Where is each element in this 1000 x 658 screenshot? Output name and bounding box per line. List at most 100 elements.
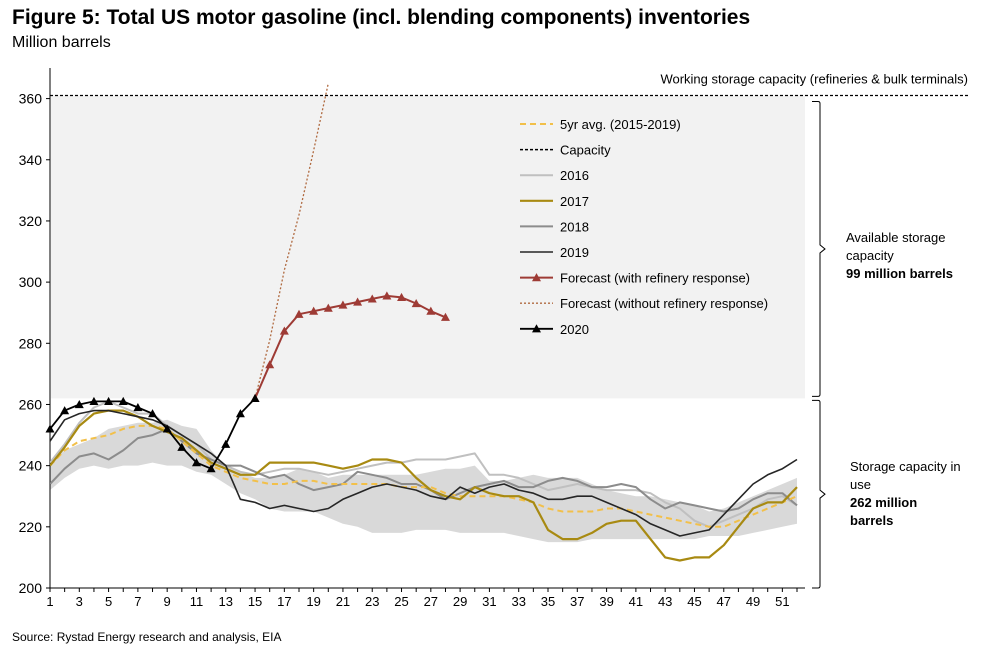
marker-s2020	[133, 403, 143, 412]
series-lines	[45, 83, 970, 562]
marker-s2020	[89, 396, 99, 406]
y-tick-label: 300	[19, 274, 43, 290]
y-tick-label: 280	[19, 335, 43, 351]
series-line-avg	[50, 424, 798, 528]
marker-s2020	[104, 396, 114, 406]
x-tick-label: 29	[453, 594, 467, 609]
legend: 5yr avg. (2015-2019) Capacity 2016 2017 2018…	[520, 117, 768, 337]
marker-forecast_ref	[338, 300, 348, 309]
marker-s2020	[45, 424, 55, 433]
available-bracket-text: Available storage	[846, 230, 946, 245]
in-use-bracket-text: Storage capacity in	[850, 459, 961, 474]
x-tick-label: 49	[746, 594, 760, 609]
in-use-bracket-value: 262 million	[850, 495, 917, 510]
legend-label-capacity: Capacity	[560, 143, 611, 158]
y-tick-label: 260	[19, 396, 43, 412]
legend-label-forecast_noref: Forecast (without refinery response)	[560, 296, 768, 311]
x-tick-label: 43	[658, 594, 672, 609]
series-line-s2019	[50, 409, 798, 537]
series-line-forecast_ref	[254, 294, 446, 399]
background-areas	[50, 95, 805, 543]
marker-forecast_ref	[397, 292, 407, 302]
x-tick-label: 23	[365, 594, 379, 609]
available-bracket-value: 99 million barrels	[846, 266, 953, 281]
chart-title: Figure 5: Total US motor gasoline (incl.…	[12, 6, 751, 29]
x-tick-label: 45	[687, 594, 701, 609]
y-tick-label: 360	[19, 91, 43, 107]
y-tick-label: 200	[19, 580, 43, 596]
marker-s2020	[60, 406, 70, 415]
x-tick-label: 3	[76, 594, 83, 609]
historical-range-band	[50, 419, 797, 543]
series-line-forecast_noref	[254, 83, 329, 399]
legend-label-avg: 5yr avg. (2015-2019)	[560, 117, 681, 132]
x-tick-label: 41	[629, 594, 643, 609]
x-tick-label: 25	[394, 594, 408, 609]
marker-forecast_ref	[426, 306, 436, 315]
x-tick-label: 27	[424, 594, 438, 609]
x-tick-label: 19	[306, 594, 320, 609]
x-tick-label: 35	[541, 594, 555, 609]
x-tick-label: 7	[134, 594, 141, 609]
legend-label-s2020: 2020	[560, 322, 589, 337]
y-tick-label: 220	[19, 519, 43, 535]
y-tick-label: 320	[19, 213, 43, 229]
marker-forecast_ref	[323, 303, 333, 312]
x-tick-label: 17	[277, 594, 291, 609]
marker-forecast_ref	[382, 291, 392, 300]
x-tick-label: 37	[570, 594, 584, 609]
legend-label-s2019: 2019	[560, 245, 589, 260]
marker-forecast_ref	[294, 309, 304, 318]
marker-forecast_ref	[279, 326, 289, 335]
legend-label-forecast_ref: Forecast (with refinery response)	[560, 271, 750, 286]
x-tick-label: 31	[482, 594, 496, 609]
y-tick-label: 240	[19, 458, 43, 474]
marker-s2020	[206, 464, 216, 473]
annotations: Working storage capacity (refineries & b…	[660, 72, 968, 589]
legend-label-s2018: 2018	[560, 219, 589, 234]
marker-s2020	[235, 409, 245, 418]
marker-forecast_ref	[411, 299, 421, 308]
y-tick-label: 340	[19, 152, 43, 168]
marker-s2020	[177, 442, 187, 451]
in-use-bracket-value: barrels	[850, 513, 893, 528]
marker-forecast_ref	[265, 360, 275, 369]
chart-subtitle: Million barrels	[12, 34, 111, 51]
x-tick-label: 13	[219, 594, 233, 609]
marker-s2020	[221, 439, 231, 448]
series-line-s2017	[50, 409, 798, 562]
x-tick-label: 21	[336, 594, 350, 609]
marker-s2020	[162, 424, 172, 433]
x-tick-label: 9	[164, 594, 171, 609]
marker-s2020	[118, 396, 128, 406]
marker-forecast_ref	[353, 297, 363, 306]
x-tick-label: 1	[46, 594, 53, 609]
marker-forecast_ref	[440, 312, 450, 321]
legend-label-s2017: 2017	[560, 194, 589, 209]
x-tick-label: 33	[511, 594, 525, 609]
legend-marker-s2020	[532, 324, 541, 333]
available-capacity-area	[51, 95, 805, 399]
in-use-bracket	[812, 399, 826, 589]
capacity-label: Working storage capacity (refineries & b…	[660, 72, 968, 87]
x-tick-label: 5	[105, 594, 112, 609]
marker-s2020	[191, 458, 201, 467]
available-bracket-text: capacity	[846, 248, 894, 263]
source-note: Source: Rystad Energy research and analy…	[12, 630, 282, 644]
x-tick-label: 47	[717, 594, 731, 609]
marker-forecast_ref	[309, 306, 319, 315]
x-tick-label: 39	[599, 594, 613, 609]
x-tick-label: 15	[248, 594, 262, 609]
legend-label-s2016: 2016	[560, 168, 589, 183]
x-tick-label: 11	[190, 594, 204, 609]
marker-forecast_ref	[367, 294, 377, 303]
in-use-bracket-text: use	[850, 477, 871, 492]
marker-s2020	[74, 399, 84, 409]
marker-s2020	[148, 409, 158, 418]
legend-marker-forecast_ref	[532, 273, 541, 282]
marker-s2020	[250, 393, 260, 402]
available-capacity-bracket	[812, 101, 826, 397]
x-tick-label: 51	[775, 594, 789, 609]
